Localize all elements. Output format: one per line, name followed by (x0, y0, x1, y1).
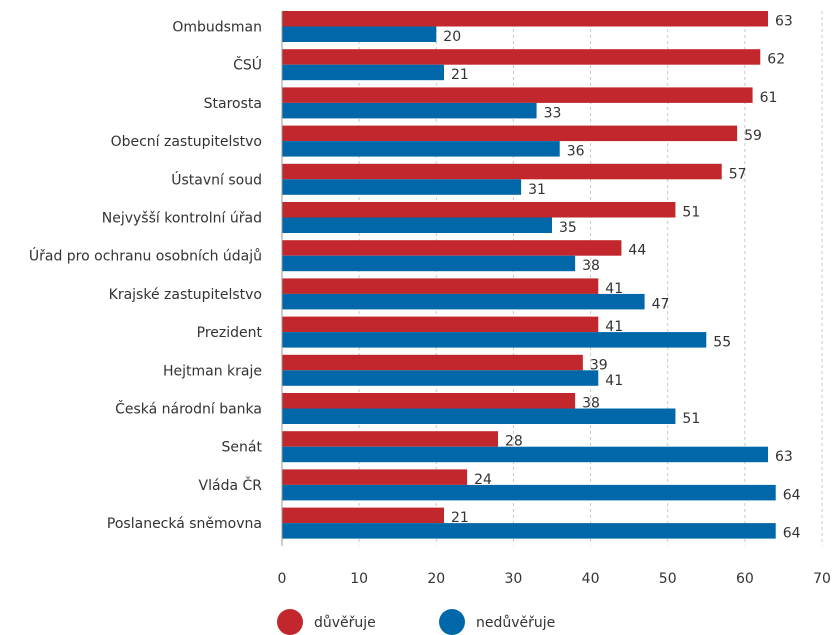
data-label: 63 (775, 14, 793, 30)
bar-trust (282, 240, 622, 256)
data-label: 41 (605, 319, 623, 335)
data-label: 47 (652, 296, 670, 312)
x-tick-label: 50 (659, 571, 677, 587)
bar-trust (282, 393, 576, 409)
bars (282, 11, 776, 539)
bar-distrust (282, 26, 437, 42)
x-axis-ticks: 0 10 20 30 40 50 60 70 (278, 571, 831, 587)
x-tick-label: 10 (350, 571, 368, 587)
category-label: Obecní zastupitelstvo (111, 134, 262, 150)
legend: důvěřuje nedůvěřuje (277, 609, 555, 635)
bar-distrust (282, 293, 645, 310)
category-label: Poslanecká sněmovna (107, 516, 262, 532)
category-label: Hejtman kraje (163, 363, 262, 379)
data-label: 64 (783, 526, 801, 542)
bar-distrust (282, 255, 576, 272)
legend-swatch (277, 609, 303, 635)
data-label: 31 (528, 182, 546, 198)
category-label: Nejvyšší kontrolní úřad (102, 211, 262, 227)
category-label: Krajské zastupitelstvo (109, 287, 262, 303)
data-label: 61 (760, 90, 778, 106)
legend-label: důvěřuje (314, 615, 376, 631)
x-tick-label: 70 (813, 571, 831, 587)
bar-trust (282, 125, 738, 142)
category-labels: Ombudsman ČSÚ Starosta Obecní zastupitelstv… (29, 20, 263, 533)
bar-distrust (282, 484, 776, 501)
legend-swatch (439, 609, 465, 635)
bar-distrust (282, 446, 768, 463)
data-label: 63 (775, 449, 793, 465)
legend-label: nedůvěřuje (476, 615, 555, 631)
category-label: Prezident (197, 325, 263, 341)
bar-distrust (282, 141, 560, 157)
bar-distrust (282, 64, 444, 81)
bar-distrust (282, 102, 537, 119)
data-label: 62 (767, 52, 785, 68)
data-label: 36 (567, 144, 585, 160)
data-label: 33 (544, 105, 562, 121)
x-tick-label: 20 (427, 571, 445, 587)
data-label: 64 (783, 487, 801, 503)
data-label: 57 (729, 166, 747, 182)
data-label: 35 (559, 220, 577, 236)
bar-trust (282, 316, 599, 333)
data-label: 51 (682, 411, 700, 427)
data-label: 39 (590, 357, 608, 373)
data-label: 38 (582, 396, 600, 412)
data-label: 44 (628, 243, 646, 259)
bar-trust (282, 202, 676, 218)
value-labels: 6320622161335936573151354438414741553941… (443, 14, 800, 542)
bar-distrust (282, 370, 599, 386)
category-label: Starosta (204, 96, 262, 112)
data-label: 59 (744, 128, 762, 144)
bar-trust (282, 431, 498, 447)
bar-distrust (282, 217, 552, 233)
data-label: 28 (505, 434, 523, 450)
data-label: 41 (605, 281, 623, 297)
data-label: 21 (451, 510, 469, 526)
bar-trust (282, 469, 468, 485)
category-label: Ústavní soud (171, 170, 262, 188)
data-label: 24 (474, 472, 492, 488)
category-label: Ombudsman (172, 20, 262, 36)
bar-trust (282, 49, 761, 65)
x-tick-label: 0 (278, 571, 287, 587)
category-label: Česká národní banka (115, 400, 262, 418)
bar-trust (282, 278, 599, 294)
bar-distrust (282, 332, 707, 348)
category-label: Senát (222, 440, 263, 456)
category-label: Vláda ČR (199, 476, 263, 494)
bar-distrust (282, 523, 776, 539)
data-label: 41 (605, 373, 623, 389)
x-tick-label: 30 (505, 571, 523, 587)
category-label: Úřad pro ochranu osobních údajů (29, 247, 262, 265)
data-label: 55 (713, 335, 731, 351)
x-tick-label: 40 (582, 571, 600, 587)
data-label: 20 (443, 29, 461, 45)
bar-trust (282, 507, 444, 524)
bar-distrust (282, 408, 676, 424)
data-label: 51 (682, 205, 700, 221)
bar-trust (282, 354, 583, 371)
bar-distrust (282, 179, 522, 195)
bar-trust (282, 87, 753, 103)
data-label: 38 (582, 258, 600, 274)
category-label: ČSÚ (233, 56, 262, 74)
x-tick-label: 60 (736, 571, 754, 587)
bar-trust (282, 163, 722, 180)
data-label: 21 (451, 67, 469, 83)
bar-trust (282, 11, 768, 27)
